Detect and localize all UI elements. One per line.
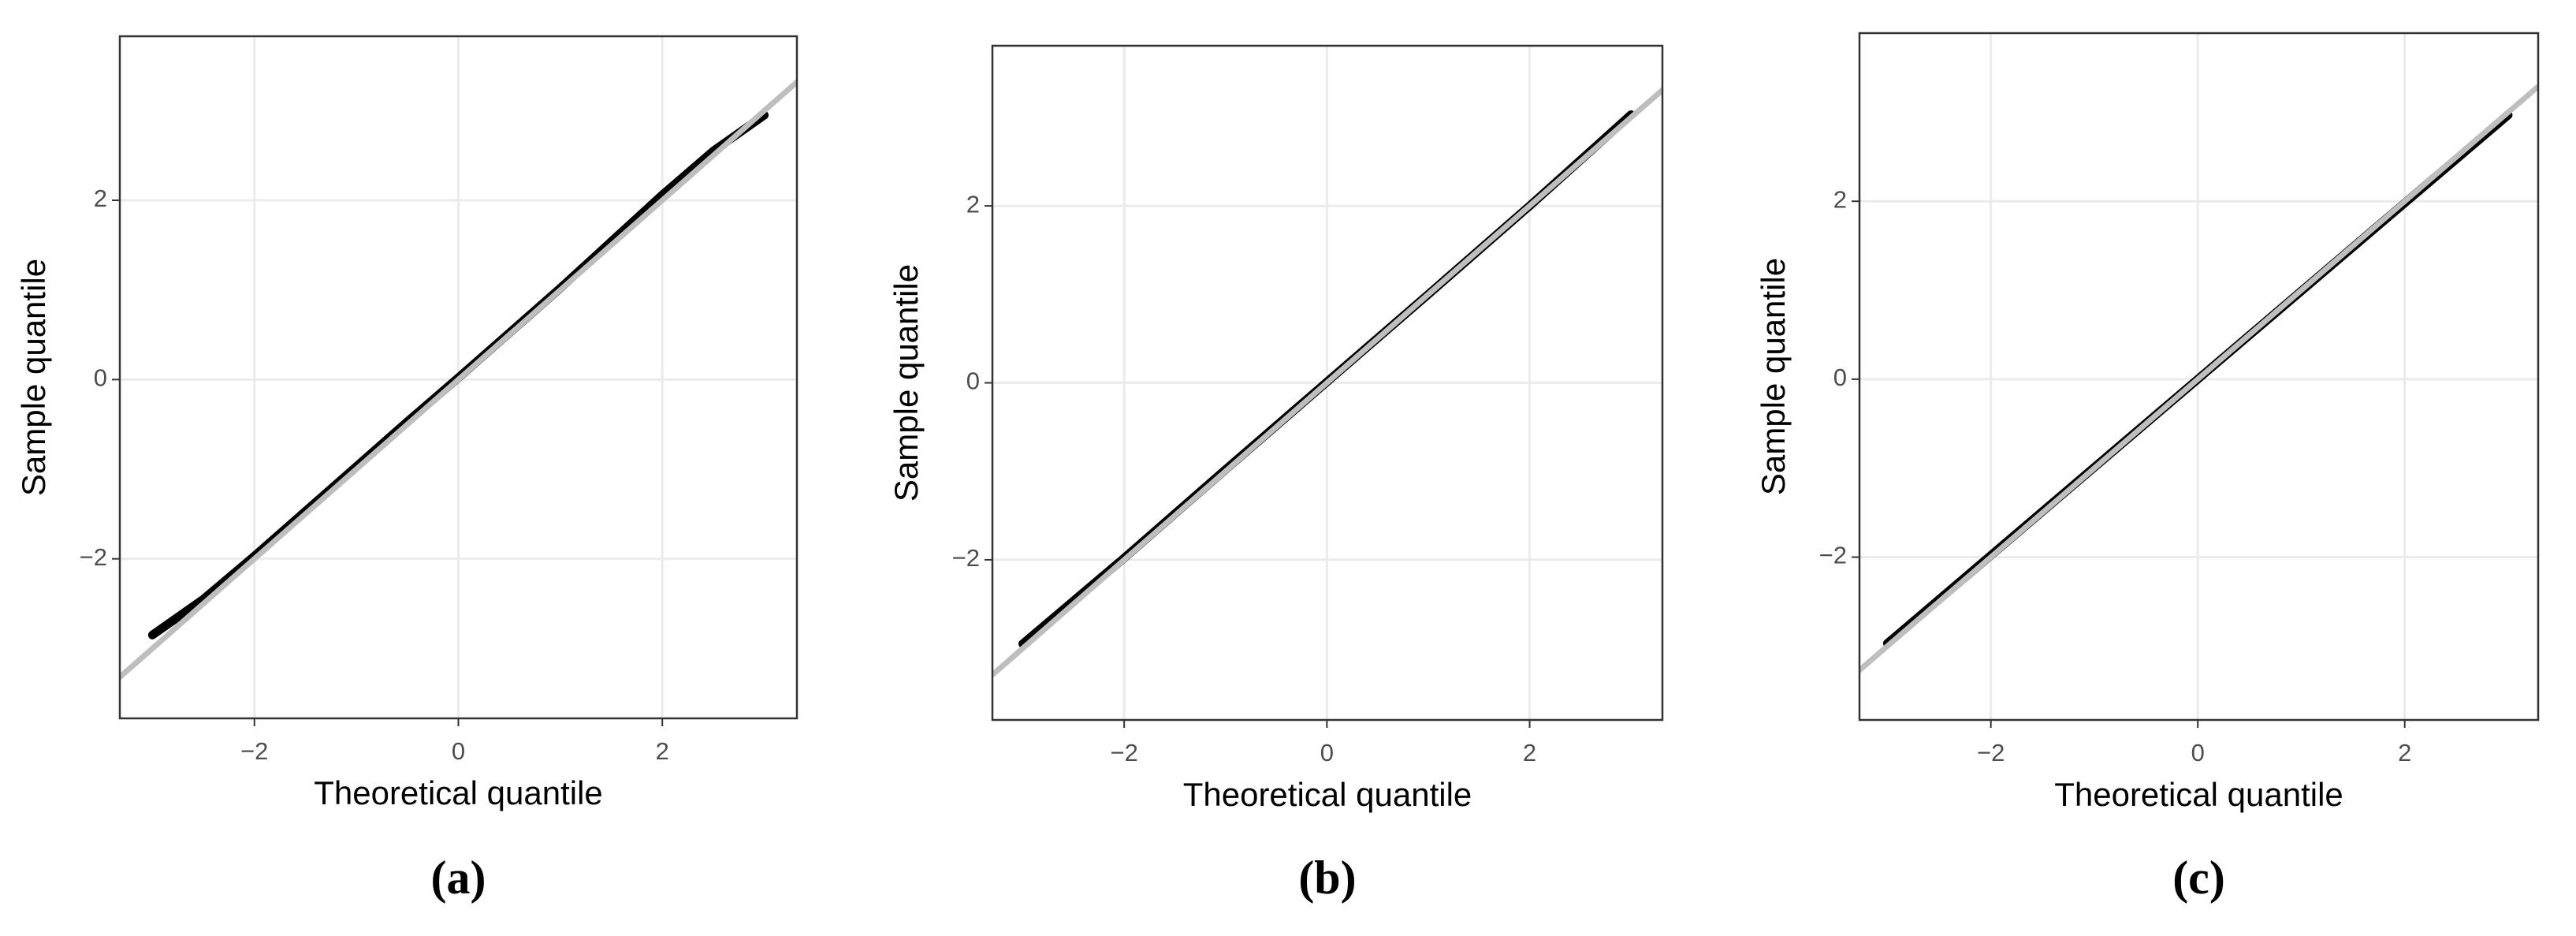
x-tick-label: 2 xyxy=(1523,739,1536,766)
y-tick-label: 2 xyxy=(94,185,107,212)
x-tick-label: 0 xyxy=(1320,739,1334,766)
panel-caption: (c) xyxy=(2172,852,2225,904)
x-axis-title: Theoretical quantile xyxy=(2054,776,2343,813)
plot-border xyxy=(1858,32,2540,722)
x-tick-label: 0 xyxy=(452,737,465,765)
panel-caption: (a) xyxy=(431,852,486,904)
qq-line xyxy=(992,87,1662,678)
qq-line xyxy=(120,79,797,681)
x-tick-label: 2 xyxy=(656,737,669,765)
x-tick-label: −2 xyxy=(1977,739,2005,766)
y-tick-label: 2 xyxy=(1833,185,1847,213)
x-tick-label: −2 xyxy=(1110,739,1137,766)
y-tick-label: −2 xyxy=(80,543,107,571)
y-axis-title: Sample quantile xyxy=(15,259,52,496)
qq-line xyxy=(1859,84,2538,673)
plot-border xyxy=(991,44,1664,722)
y-axis-title: Sample quantile xyxy=(1755,258,1792,495)
y-tick-label: 2 xyxy=(966,190,980,218)
panel: −2 0 2 −2 0 2 Theoretical quantile Sample quant… xyxy=(15,35,798,904)
y-tick-label: −2 xyxy=(952,544,980,572)
x-tick-label: 0 xyxy=(2191,739,2205,766)
x-axis-title: Theoretical quantile xyxy=(1183,776,1472,813)
y-axis-title: Sample quantile xyxy=(888,264,925,502)
plot-border xyxy=(118,35,798,720)
panel-caption: (b) xyxy=(1298,852,1356,904)
x-axis-title: Theoretical quantile xyxy=(314,774,603,811)
y-tick-label: 0 xyxy=(94,364,107,392)
y-tick-label: 0 xyxy=(1833,364,1847,391)
panel: −2 0 2 −2 0 2 Theoretical quantile Sample quant… xyxy=(888,44,1664,904)
panel: −2 0 2 −2 0 2 Theoretical quantile Sample quant… xyxy=(1755,32,2540,904)
x-tick-label: 2 xyxy=(2398,739,2411,766)
y-tick-label: 0 xyxy=(966,367,980,395)
x-tick-label: −2 xyxy=(240,737,268,765)
y-tick-label: −2 xyxy=(1819,542,1847,569)
